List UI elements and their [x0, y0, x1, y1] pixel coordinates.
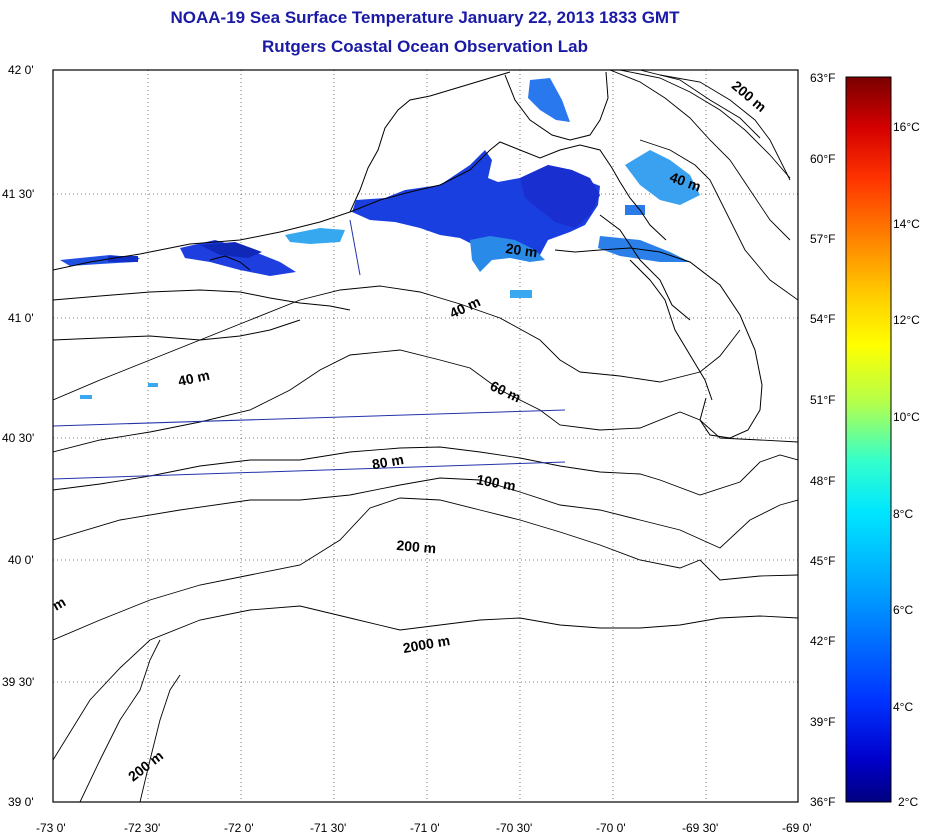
fahrenheit-label: 51°F — [810, 393, 835, 407]
colorbar-fahrenheit-labels: 63°F 60°F 57°F 54°F 51°F 48°F 45°F 42°F … — [810, 71, 835, 809]
lon-label: -71 30' — [310, 821, 346, 835]
lat-label: 40 0' — [8, 553, 34, 567]
map-title: NOAA-19 Sea Surface Temperature January … — [170, 8, 680, 27]
celsius-label: 2°C — [898, 795, 918, 809]
lat-label: 41 0' — [8, 311, 34, 325]
fahrenheit-label: 42°F — [810, 634, 835, 648]
lon-label: -70 30' — [496, 821, 532, 835]
lat-label: 39 30' — [2, 675, 34, 689]
lat-label: 40 30' — [2, 431, 34, 445]
lat-label: 42 0' — [8, 63, 34, 77]
celsius-label: 10°C — [893, 410, 920, 424]
bathymetry-contours — [53, 70, 798, 802]
contour-label-200m-center: 200 m — [396, 537, 437, 556]
track-lines — [53, 219, 566, 480]
contour-label-20m: 20 m — [505, 240, 539, 260]
contour-label-80m: 80 m — [371, 451, 405, 472]
fahrenheit-label: 48°F — [810, 474, 835, 488]
lon-label: -71 0' — [410, 821, 440, 835]
lon-label: -72 30' — [124, 821, 160, 835]
map-subtitle: Rutgers Coastal Ocean Observation Lab — [262, 37, 588, 56]
fahrenheit-label: 57°F — [810, 232, 835, 246]
sst-data-patches — [60, 78, 700, 399]
colorbar-celsius-labels: 16°C 14°C 12°C 10°C 8°C 6°C 4°C 2°C — [893, 120, 920, 809]
graticule — [53, 70, 798, 802]
celsius-label: 6°C — [893, 603, 913, 617]
longitude-axis: -73 0' -72 30' -72 0' -71 30' -71 0' -70… — [36, 821, 812, 835]
celsius-label: 8°C — [893, 507, 913, 521]
latitude-axis: 42 0' 41 30' 41 0' 40 30' 40 0' 39 30' 3… — [2, 63, 34, 809]
colorbar-gradient — [845, 76, 892, 803]
contour-label-40m-west: 40 m — [177, 367, 212, 389]
lon-label: -69 0' — [782, 821, 812, 835]
contour-label-100m: 100 m — [475, 471, 517, 494]
map-border — [52, 69, 799, 803]
celsius-label: 16°C — [893, 120, 920, 134]
colorbar: 63°F 60°F 57°F 54°F 51°F 48°F 45°F 42°F … — [810, 71, 920, 809]
lon-label: -69 30' — [682, 821, 718, 835]
fahrenheit-label: 60°F — [810, 152, 835, 166]
celsius-label: 4°C — [893, 700, 913, 714]
coastline — [53, 71, 763, 439]
fahrenheit-label: 39°F — [810, 715, 835, 729]
lat-label: 41 30' — [2, 187, 34, 201]
lat-label: 39 0' — [8, 795, 34, 809]
fahrenheit-label: 45°F — [810, 554, 835, 568]
lon-label: -72 0' — [224, 821, 254, 835]
lon-label: -70 0' — [596, 821, 626, 835]
fahrenheit-label: 36°F — [810, 795, 835, 809]
celsius-label: 12°C — [893, 313, 920, 327]
fahrenheit-label: 63°F — [810, 71, 835, 85]
lon-label: -73 0' — [36, 821, 66, 835]
fahrenheit-label: 54°F — [810, 312, 835, 326]
celsius-label: 14°C — [893, 217, 920, 231]
